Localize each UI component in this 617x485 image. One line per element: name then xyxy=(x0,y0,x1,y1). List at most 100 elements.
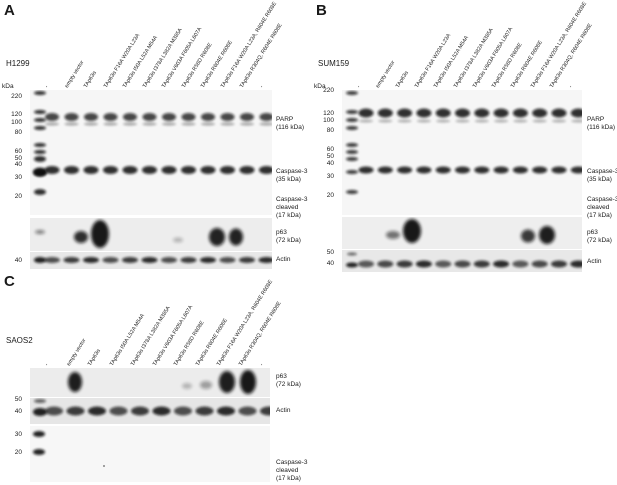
blot-band xyxy=(377,108,393,118)
blot-band xyxy=(239,257,255,263)
blot-band xyxy=(512,108,528,118)
panel-a-p63-blot xyxy=(30,218,272,251)
mw-marker: 120 xyxy=(11,111,22,118)
blot-band xyxy=(346,190,358,194)
blot-band xyxy=(455,119,470,123)
blot-band xyxy=(180,257,197,263)
blot-band xyxy=(34,257,46,263)
panel-b-main-blot xyxy=(342,90,582,215)
blot-band xyxy=(551,260,567,268)
mw-marker: 30 xyxy=(326,173,334,180)
panel-a-actin-blot xyxy=(30,252,272,269)
panel-c-p63-blot xyxy=(30,368,270,397)
lane-label: empty vector xyxy=(63,59,85,90)
panel-a-letter: A xyxy=(4,2,15,19)
blot-band xyxy=(239,166,255,174)
blot-band xyxy=(474,119,489,123)
blot-band xyxy=(570,108,582,118)
lane-label: TAp63α I378A L382A M385A xyxy=(130,305,172,368)
blot-band xyxy=(123,122,137,126)
blot-band xyxy=(220,122,235,126)
mw-marker: 40 xyxy=(14,408,22,415)
blot-band xyxy=(240,370,256,394)
blot-band xyxy=(91,220,109,248)
blot-band xyxy=(201,122,215,126)
blot-band xyxy=(416,119,431,123)
lane-label: TAp63α V603A F605A L607A xyxy=(161,26,204,90)
mw-marker: 50 xyxy=(14,155,22,162)
blot-band xyxy=(552,119,566,123)
blot-band xyxy=(122,257,138,263)
panel-b-p63-blot xyxy=(342,217,582,249)
blot-band xyxy=(102,257,119,263)
panel-b-actin-blot xyxy=(342,250,582,272)
blot-band xyxy=(359,119,373,123)
blot-band xyxy=(181,122,196,126)
blot-band xyxy=(35,230,45,234)
blot-band xyxy=(229,228,243,246)
blot-band xyxy=(415,260,432,268)
panel-b-casp3-label: Caspase-3 (35 kDa) xyxy=(587,168,617,183)
blot-band xyxy=(220,113,235,121)
panel-b-kda-unit: kDa xyxy=(314,83,326,90)
mw-marker: 50 xyxy=(14,396,22,403)
blot-band xyxy=(539,226,555,244)
blot-band xyxy=(435,166,451,174)
blot-band xyxy=(34,399,46,403)
blot-band xyxy=(571,119,582,123)
mw-marker: 80 xyxy=(14,129,22,136)
blot-band xyxy=(142,166,157,174)
blot-band xyxy=(473,260,490,268)
blot-band xyxy=(44,166,60,174)
mw-marker: 60 xyxy=(326,146,334,153)
blot-band xyxy=(474,108,490,118)
panel-b-p63-label: p63 (72 kDa) xyxy=(587,229,612,244)
blot-band xyxy=(195,406,214,416)
blot-band xyxy=(397,119,412,123)
blot-band xyxy=(358,260,374,268)
blot-band xyxy=(532,119,547,123)
blot-band xyxy=(103,166,118,174)
lane-label: empty vector xyxy=(65,337,87,368)
blot-band xyxy=(33,449,45,455)
blot-band xyxy=(397,108,413,118)
blot-band xyxy=(521,229,535,243)
blot-band xyxy=(220,166,235,174)
blot-band xyxy=(377,260,394,268)
blot-band xyxy=(513,119,528,123)
blot-band xyxy=(182,383,192,389)
mw-marker: 20 xyxy=(14,449,22,456)
panel-c-actin-label: Actin xyxy=(276,407,291,414)
blot-band xyxy=(83,166,99,174)
blot-band xyxy=(474,166,490,174)
lane-label: TAp63α xyxy=(87,348,102,368)
mw-marker: 30 xyxy=(14,431,22,438)
mw-marker: 40 xyxy=(326,160,334,167)
blot-band xyxy=(260,406,270,416)
blot-band xyxy=(259,166,272,174)
blot-band xyxy=(33,167,47,177)
lane-label: TAp63α I50A L52A M54A xyxy=(433,34,471,90)
blot-band xyxy=(455,108,470,118)
blot-band xyxy=(109,406,128,416)
blot-band xyxy=(142,122,157,126)
blot-band xyxy=(435,260,452,268)
mw-marker: 100 xyxy=(323,117,334,124)
blot-band xyxy=(386,231,400,239)
blot-band xyxy=(64,166,79,174)
panel-b-actin-label: Actin xyxy=(587,258,602,265)
blot-band xyxy=(162,113,176,121)
blot-band xyxy=(346,157,358,161)
blot-band xyxy=(570,260,582,268)
blot-band xyxy=(83,257,99,263)
panel-a-cell-line: H1299 xyxy=(6,59,30,68)
blot-band xyxy=(45,406,63,416)
blot-band xyxy=(494,119,509,123)
blot-band xyxy=(200,257,216,263)
blot-band xyxy=(161,257,177,263)
blot-band xyxy=(358,108,374,118)
blot-band xyxy=(217,406,235,416)
mw-marker: 100 xyxy=(11,119,22,126)
panel-a-main-blot xyxy=(30,90,272,215)
blot-band xyxy=(45,113,59,121)
